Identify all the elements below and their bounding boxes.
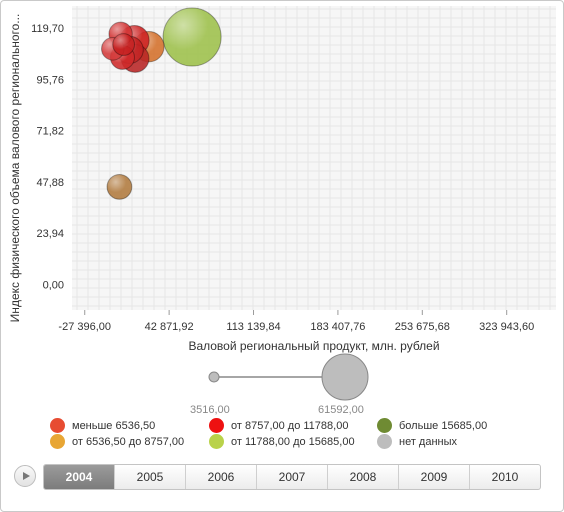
x-tick-label: 323 943,60 bbox=[479, 321, 534, 333]
legend-label: от 6536,50 до 8757,00 bbox=[72, 436, 185, 448]
x-axis: -27 396,00 42 871,92 113 139,84 183 407,76 2… bbox=[58, 310, 534, 333]
bubble-highlight bbox=[107, 174, 132, 200]
year-tab-2004[interactable]: 2004 bbox=[44, 465, 115, 489]
legend-swatch bbox=[50, 418, 65, 433]
y-tick-label: 71,82 bbox=[36, 126, 64, 138]
legend-swatch bbox=[377, 418, 392, 433]
size-legend-min-label: 3516,00 bbox=[190, 404, 230, 416]
bubble-highlight bbox=[163, 8, 222, 67]
y-axis-title-wrap: Индекс физического объема валового регио… bbox=[4, 14, 26, 323]
year-selector: 2004 2005 2006 2007 2008 2009 2010 bbox=[43, 464, 541, 490]
size-legend-max-label: 61592,00 bbox=[318, 404, 364, 416]
y-axis: 0,00 23,94 47,88 71,82 95,76 119,70 bbox=[31, 23, 64, 291]
x-tick-label: 183 407,76 bbox=[310, 321, 365, 333]
year-tab-2010[interactable]: 2010 bbox=[491, 470, 519, 484]
y-tick-label: 119,70 bbox=[31, 23, 64, 35]
size-legend bbox=[208, 353, 369, 401]
year-tab-2009[interactable]: 2009 bbox=[399, 465, 470, 489]
x-tick-label: 42 871,92 bbox=[145, 321, 194, 333]
y-tick-label: 47,88 bbox=[36, 177, 64, 189]
x-tick-label: -27 396,00 bbox=[58, 321, 111, 333]
legend-swatch bbox=[50, 434, 65, 449]
legend-label: от 8757,00 до 11788,00 bbox=[231, 420, 349, 432]
legend-swatch bbox=[377, 434, 392, 449]
play-button[interactable] bbox=[14, 465, 36, 487]
year-tab-2006[interactable]: 2006 bbox=[186, 465, 257, 489]
legend-label: меньше 6536,50 bbox=[72, 420, 156, 432]
legend-label: от 11788,00 до 15685,00 bbox=[231, 436, 355, 448]
legend-label: нет данных bbox=[399, 436, 458, 448]
timeline: 2004 2005 2006 2007 2008 2009 2010 bbox=[14, 464, 544, 490]
size-legend-max-circle bbox=[321, 353, 369, 401]
year-tab-2007[interactable]: 2007 bbox=[257, 465, 328, 489]
legend-swatch bbox=[209, 418, 224, 433]
year-tab-2005[interactable]: 2005 bbox=[115, 465, 186, 489]
x-tick-label: 113 139,84 bbox=[226, 321, 280, 333]
bubble-highlight bbox=[112, 33, 135, 56]
x-axis-title: Валовой региональный продукт, млн. рубле… bbox=[188, 339, 440, 353]
year-tab-2008[interactable]: 2008 bbox=[328, 465, 399, 489]
y-axis-title: Индекс физического объема валового регио… bbox=[8, 13, 22, 323]
legend-label: больше 15685,00 bbox=[399, 420, 488, 432]
y-tick-label: 95,76 bbox=[36, 74, 64, 86]
y-tick-label: 23,94 bbox=[36, 228, 64, 240]
x-tick-label: 253 675,68 bbox=[395, 321, 450, 333]
y-tick-label: 0,00 bbox=[43, 279, 64, 291]
size-legend-min-circle bbox=[208, 371, 220, 383]
legend-swatch bbox=[209, 434, 224, 449]
bubbles bbox=[101, 7, 222, 200]
